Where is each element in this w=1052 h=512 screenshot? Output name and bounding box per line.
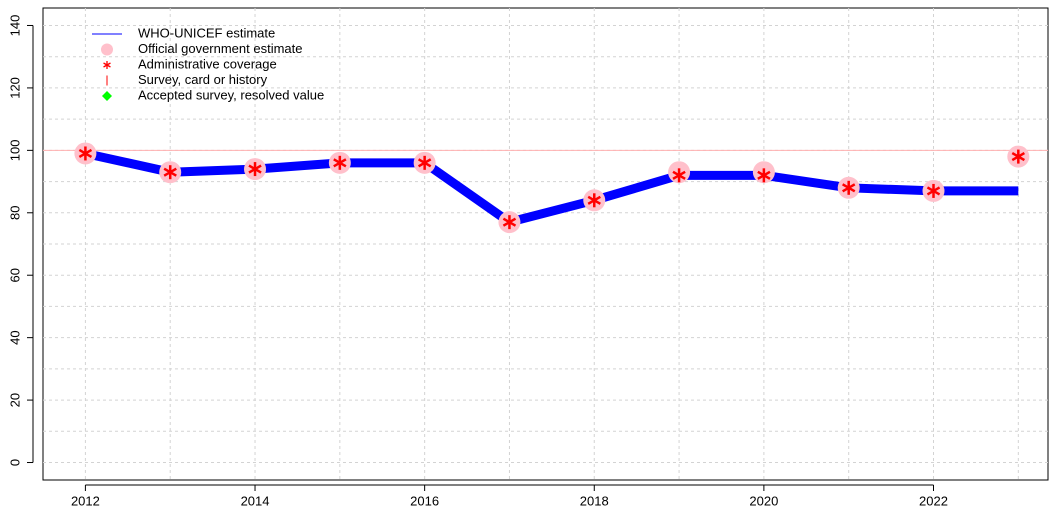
admin-point	[78, 146, 93, 161]
x-tick-label: 2012	[71, 493, 100, 508]
asterisk-stroke	[587, 195, 601, 205]
y-tick-label: 0	[7, 459, 22, 466]
asterisk-stroke	[78, 148, 93, 159]
y-tick-label: 120	[7, 77, 22, 99]
asterisk-stroke	[163, 167, 177, 177]
asterisk-stroke	[248, 164, 262, 174]
legend-item: Official government estimate	[101, 41, 303, 56]
x-tick-label: 2016	[410, 493, 439, 508]
admin-point	[842, 180, 856, 195]
y-tick-label: 80	[7, 206, 22, 220]
x-tick-label: 2022	[919, 493, 948, 508]
x-tick-label: 2014	[241, 493, 270, 508]
asterisk-stroke	[842, 183, 856, 193]
admin-point	[757, 168, 771, 183]
legend-label: Official government estimate	[138, 41, 303, 56]
asterisk-stroke	[417, 158, 432, 168]
admin-point	[248, 162, 262, 177]
y-tick-label: 140	[7, 15, 22, 37]
admin-point	[1011, 149, 1026, 164]
asterisk-stroke	[333, 158, 347, 168]
asterisk-stroke	[103, 62, 111, 68]
x-tick-label: 2018	[580, 493, 609, 508]
admin-point	[672, 168, 686, 183]
legend-swatch	[101, 43, 113, 56]
admin-point	[163, 165, 177, 180]
legend-swatch	[102, 91, 112, 101]
y-tick-label: 20	[7, 393, 22, 407]
series-line	[84, 149, 1019, 227]
legend-item: Survey, card or history	[106, 72, 268, 87]
y-tick-label: 60	[7, 268, 22, 282]
asterisk-stroke	[926, 186, 941, 196]
legend-label: WHO-UNICEF estimate	[138, 25, 275, 40]
asterisk-stroke	[502, 217, 517, 227]
asterisk-stroke	[757, 170, 771, 180]
admin-point	[587, 193, 601, 208]
admin-point	[333, 155, 347, 170]
legend-item: Administrative coverage	[103, 56, 277, 71]
admin-point	[417, 155, 432, 170]
y-tick-label: 40	[7, 330, 22, 344]
legend-item: WHO-UNICEF estimate	[92, 25, 275, 40]
legend-label: Survey, card or history	[138, 72, 268, 87]
legend-item: Accepted survey, resolved value	[102, 87, 324, 102]
asterisk-stroke	[672, 170, 686, 180]
legend-label: Administrative coverage	[138, 56, 277, 71]
admin-point	[502, 215, 517, 230]
x-tick-label: 2020	[749, 493, 778, 508]
legend-label: Accepted survey, resolved value	[138, 87, 324, 102]
asterisk-stroke	[1011, 152, 1026, 162]
y-tick-label: 100	[7, 139, 22, 161]
admin-point	[926, 183, 941, 198]
